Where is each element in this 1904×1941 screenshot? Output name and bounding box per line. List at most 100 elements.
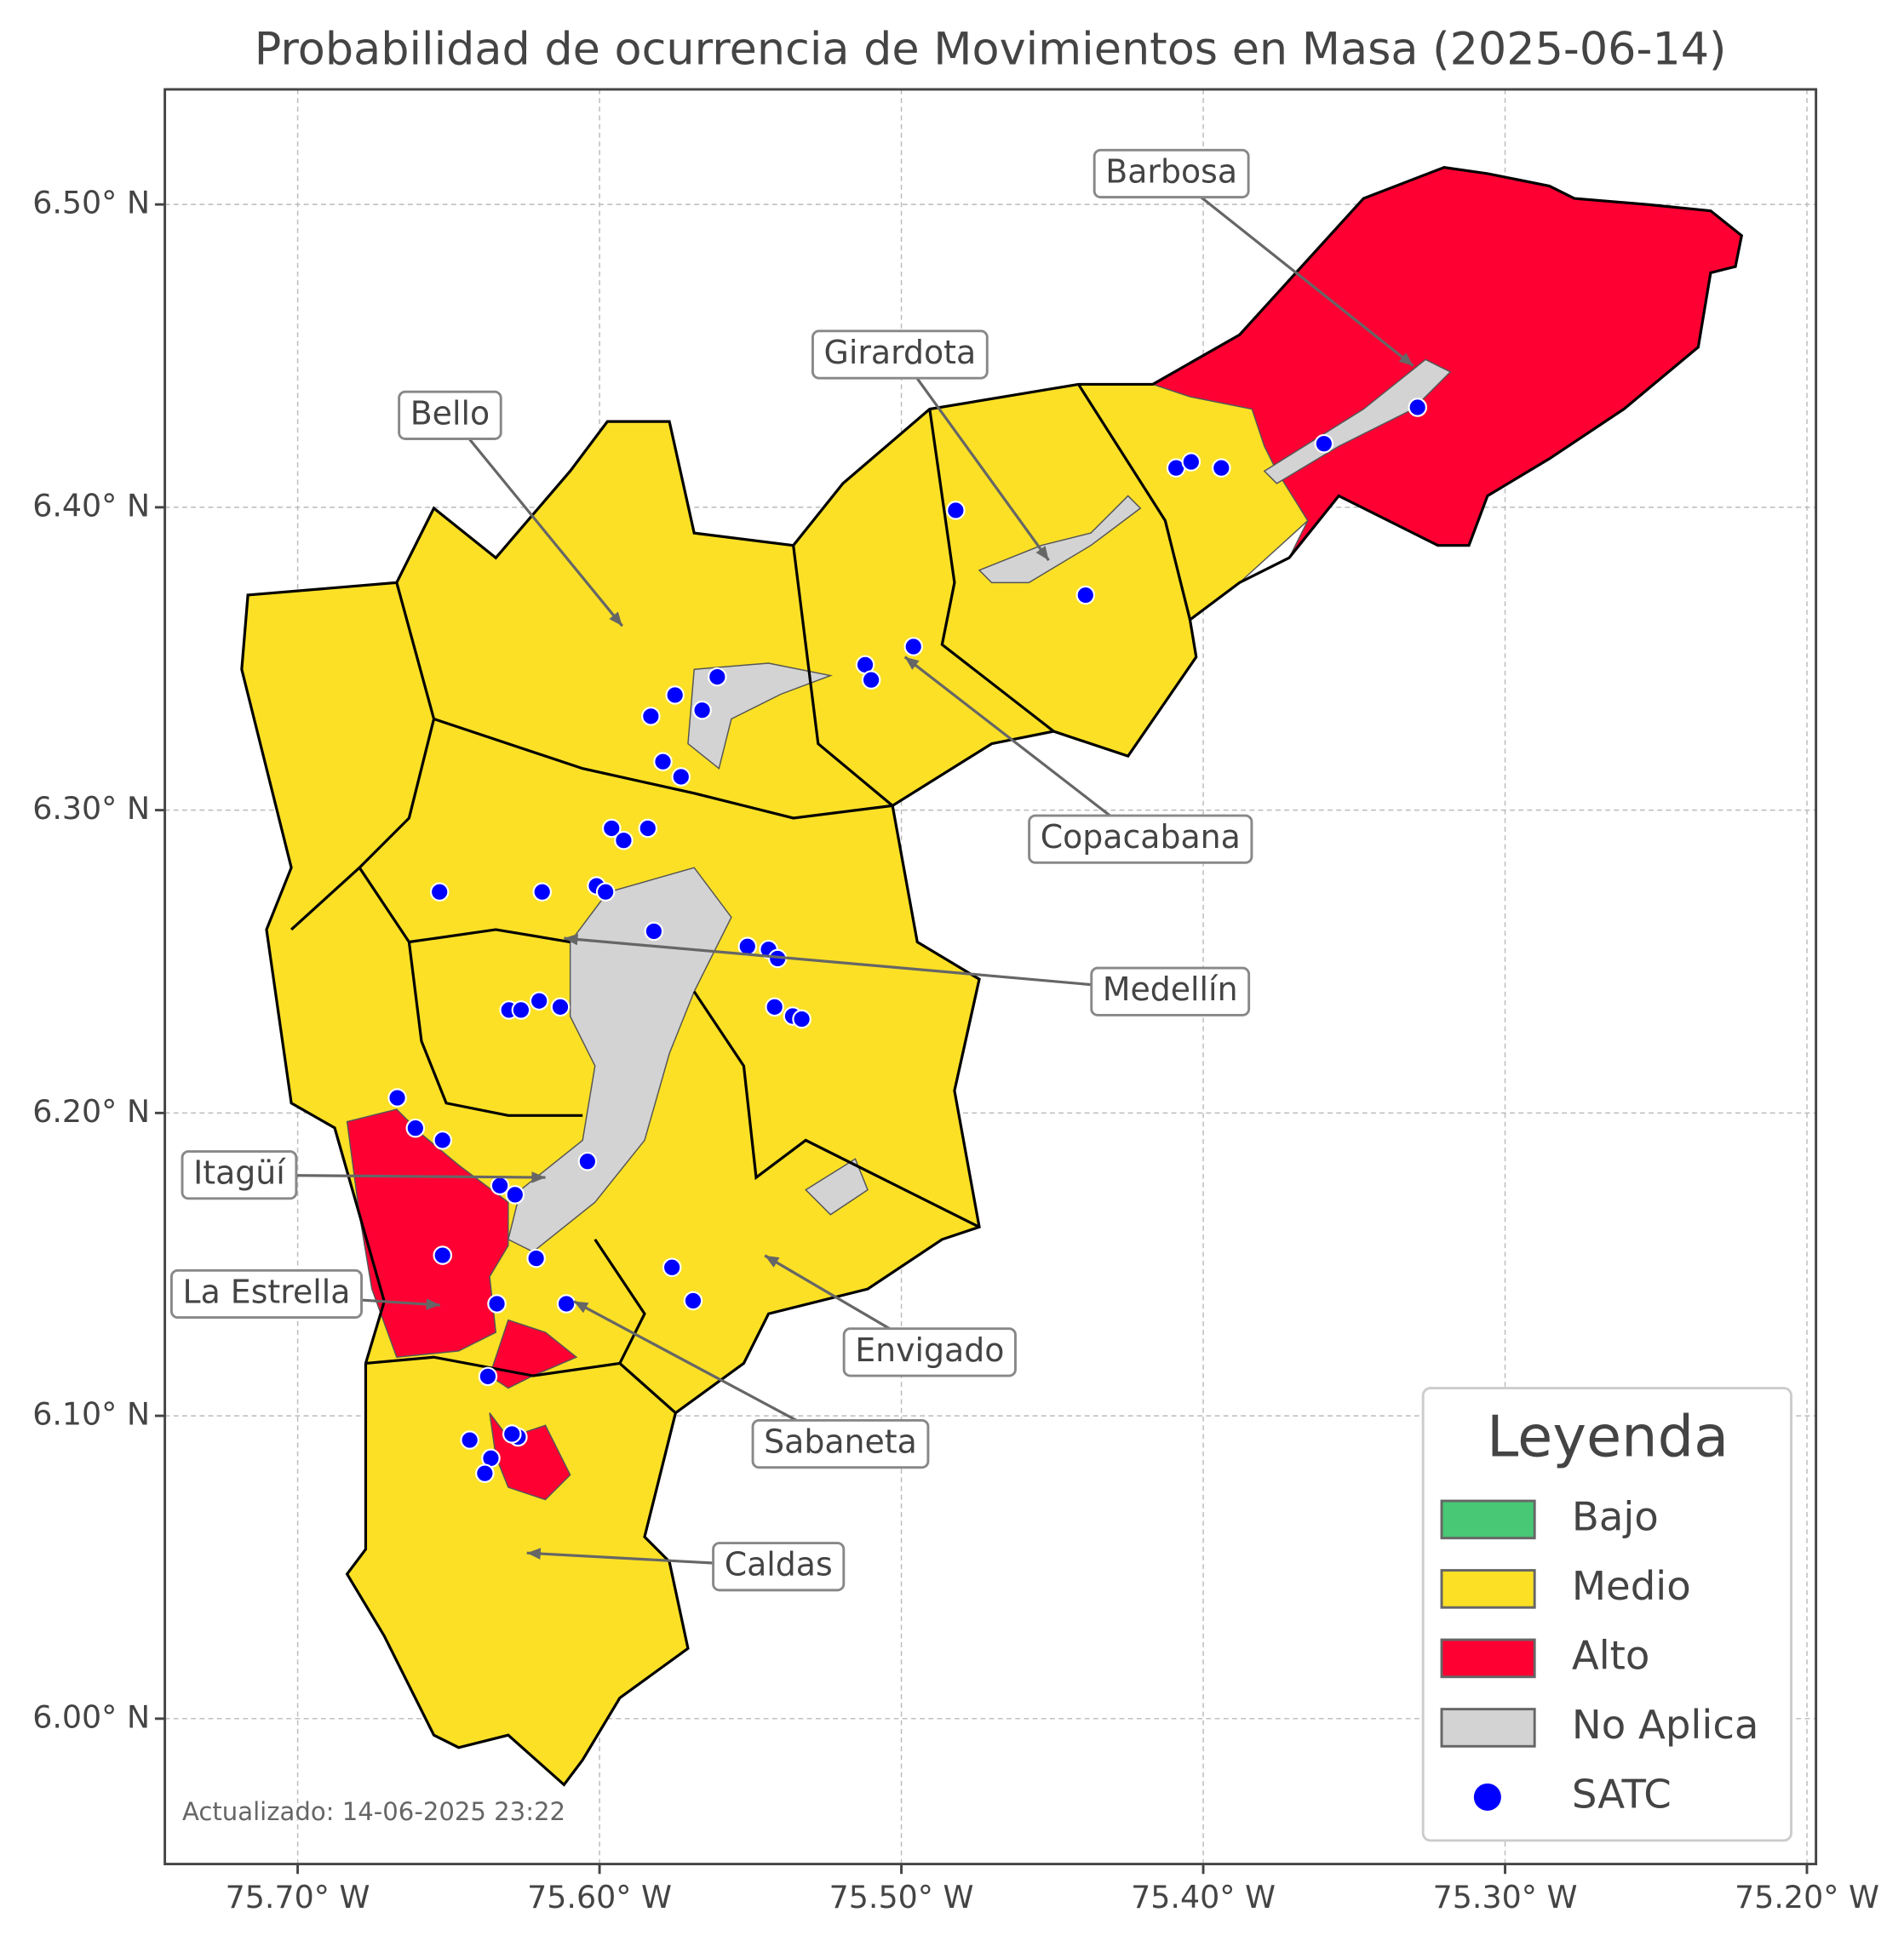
x-tick-label: 75.50° W bbox=[829, 1879, 974, 1915]
satc-point bbox=[638, 818, 658, 839]
satc-point bbox=[792, 1009, 811, 1029]
annotation-arrowhead bbox=[564, 933, 578, 946]
y-tick-label: 6.30° N bbox=[32, 790, 150, 827]
satc-point bbox=[644, 921, 664, 942]
legend: Leyenda Bajo Medio Alto No Aplica SATC bbox=[1421, 1387, 1792, 1842]
municipal-boundary bbox=[365, 1355, 621, 1377]
annotation-arrow bbox=[903, 656, 1142, 840]
satc-point bbox=[614, 830, 634, 850]
annotations: Barbosa Girardota Bello Copacabana Medellín I… bbox=[169, 148, 1414, 1592]
region-no-aplica bbox=[805, 1158, 869, 1216]
annotation: Copacabana bbox=[903, 656, 1253, 864]
legend-label: Alto bbox=[1572, 1632, 1650, 1678]
municipal-boundary bbox=[792, 545, 894, 807]
y-tick-label: 6.00° N bbox=[32, 1698, 150, 1735]
region-no-aplica bbox=[978, 495, 1142, 584]
annotation-label: Sabaneta bbox=[764, 1423, 917, 1461]
legend-marker bbox=[1473, 1783, 1501, 1811]
satc-point bbox=[1314, 433, 1334, 454]
annotation-box bbox=[181, 1150, 298, 1200]
satc-point bbox=[683, 1291, 703, 1311]
satc-point bbox=[903, 637, 924, 656]
municipal-boundary bbox=[433, 717, 893, 820]
legend-swatch bbox=[1440, 1569, 1536, 1609]
satc-point bbox=[405, 1118, 426, 1138]
legend-label: SATC bbox=[1572, 1771, 1672, 1817]
annotation-label: La Estrella bbox=[183, 1273, 351, 1310]
map-outline bbox=[240, 166, 1744, 1787]
annotation-arrow bbox=[898, 353, 1050, 562]
satc-point bbox=[946, 501, 966, 520]
annotation-box bbox=[169, 1268, 364, 1320]
annotation-box bbox=[811, 329, 989, 380]
satc-point bbox=[529, 991, 549, 1011]
legend-label: Bajo bbox=[1572, 1493, 1659, 1539]
annotation-arrow bbox=[1170, 172, 1414, 367]
annotation: Itagüí bbox=[181, 1150, 546, 1200]
satc-point bbox=[641, 707, 661, 726]
annotation-box bbox=[751, 1418, 930, 1469]
satc-point bbox=[502, 1424, 522, 1444]
satc-point bbox=[737, 936, 758, 956]
y-tick-label: 6.20° N bbox=[32, 1093, 150, 1130]
y-tick-label: 6.40° N bbox=[32, 487, 150, 524]
annotation-arrowhead bbox=[609, 611, 622, 627]
satc-point bbox=[387, 1088, 407, 1108]
annotation-box bbox=[1093, 148, 1250, 199]
satc-points bbox=[387, 398, 1428, 1483]
municipal-boundary bbox=[928, 409, 1055, 733]
annotation-label: Girardota bbox=[824, 334, 977, 371]
annotation-label: Medellín bbox=[1103, 970, 1238, 1008]
satc-point bbox=[526, 1248, 546, 1268]
satc-point bbox=[550, 997, 571, 1017]
region-no-aplica bbox=[1263, 358, 1452, 484]
legend-label: Medio bbox=[1572, 1563, 1691, 1609]
satc-point bbox=[665, 685, 685, 705]
annotation: Bello bbox=[398, 390, 624, 627]
satc-point bbox=[429, 882, 450, 902]
satc-point bbox=[532, 882, 552, 902]
annotation-arrowhead bbox=[531, 1171, 546, 1183]
annotation-arrowhead bbox=[526, 1548, 542, 1560]
satc-point bbox=[653, 752, 673, 771]
satc-point bbox=[601, 818, 622, 839]
annotation-label: Caldas bbox=[725, 1546, 833, 1583]
satc-point bbox=[692, 700, 712, 720]
x-tick-label: 75.70° W bbox=[226, 1879, 370, 1915]
y-tick-label: 6.10° N bbox=[32, 1396, 150, 1433]
municipal-boundary bbox=[409, 928, 571, 944]
annotation-arrowhead bbox=[1398, 352, 1414, 366]
ticks: 75.70° W 75.60° W 75.50° W 75.40° W 75.30° W… bbox=[32, 185, 1879, 1915]
annotation-label: Envigado bbox=[855, 1331, 1004, 1369]
x-tick-label: 75.60° W bbox=[527, 1879, 672, 1915]
annotation-box bbox=[712, 1542, 846, 1592]
legend-swatch bbox=[1440, 1638, 1536, 1679]
region-no-aplica bbox=[508, 867, 732, 1253]
annotation: Girardota bbox=[811, 329, 1050, 562]
annotation: Envigado bbox=[764, 1254, 1017, 1377]
satc-point bbox=[671, 767, 691, 787]
satc-point bbox=[460, 1430, 479, 1450]
satc-point bbox=[556, 1294, 576, 1314]
municipal-boundary bbox=[594, 1239, 677, 1414]
annotation: Medellín bbox=[564, 933, 1251, 1016]
legend-swatch bbox=[1440, 1499, 1536, 1540]
annotation-label: Barbosa bbox=[1105, 152, 1237, 190]
annotation-label: Bello bbox=[410, 394, 490, 432]
annotation-arrowhead bbox=[765, 1255, 780, 1268]
annotation-arrowhead bbox=[1035, 546, 1049, 561]
satc-point bbox=[433, 1245, 453, 1265]
satc-point bbox=[1181, 452, 1201, 472]
x-tick-label: 75.20° W bbox=[1735, 1879, 1879, 1915]
satc-point bbox=[511, 1000, 531, 1020]
annotation: Barbosa bbox=[1093, 148, 1414, 367]
footnote: Actualizado: 14-06-2025 23:22 bbox=[182, 1797, 565, 1826]
satc-point bbox=[861, 670, 881, 690]
annotation-box bbox=[1090, 966, 1251, 1016]
satc-point bbox=[505, 1185, 525, 1205]
satc-point bbox=[478, 1366, 498, 1387]
annotation-box bbox=[1028, 814, 1253, 864]
municipal-boundary bbox=[290, 581, 436, 931]
satc-point bbox=[708, 667, 727, 687]
